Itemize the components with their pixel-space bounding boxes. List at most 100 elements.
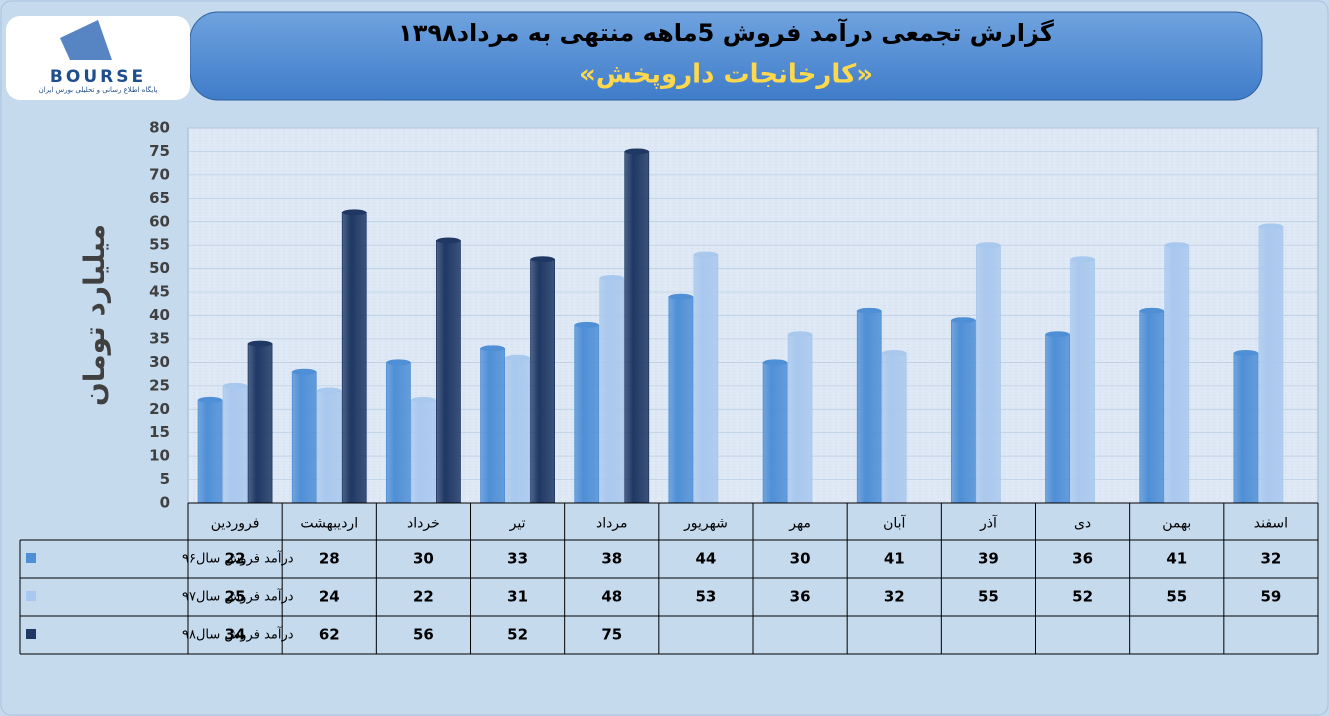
bar	[341, 211, 367, 504]
y-tick-label: 65	[149, 189, 170, 207]
table-value: 36	[1072, 550, 1093, 568]
bar-cap	[292, 368, 317, 375]
x-tick-label: آبان	[883, 515, 906, 532]
x-tick-label: دی	[1074, 516, 1091, 532]
bar-cap	[599, 275, 624, 281]
bar-cap	[317, 387, 342, 394]
table-value: 34	[225, 626, 246, 644]
bar	[1164, 244, 1190, 504]
bar-cap	[1070, 256, 1095, 263]
bar-cap	[1164, 242, 1189, 249]
y-tick-label: 75	[149, 142, 170, 160]
bar-cap	[530, 256, 555, 263]
table-value: 55	[1166, 588, 1187, 606]
bar	[411, 399, 436, 504]
logo-mark	[60, 20, 112, 60]
legend-label: درآمد فروش سال۹۷	[182, 588, 294, 605]
logo-name: BOURSE	[50, 67, 146, 87]
chart-subtitle: «کارخانجات داروپخش»	[579, 60, 873, 90]
x-tick-label: خرداد	[407, 516, 440, 532]
y-tick-label: 40	[149, 306, 170, 324]
bar	[668, 296, 694, 504]
bar-cap	[624, 148, 649, 155]
bar	[976, 244, 1001, 504]
y-tick-label: 20	[149, 400, 170, 418]
y-tick-label: 5	[160, 470, 170, 488]
y-tick-label: 60	[149, 212, 170, 230]
y-tick-label: 80	[149, 119, 170, 137]
table-value: 30	[413, 550, 434, 568]
x-tick-label: شهریور	[683, 516, 728, 532]
y-tick-label: 70	[149, 165, 170, 183]
legend-label: درآمد فروش سال۹۶	[182, 550, 294, 567]
bar-cap	[574, 321, 599, 328]
bar	[787, 333, 813, 504]
chart-title: گزارش تجمعی درآمد فروش 5ماهه منتهی به مر…	[398, 18, 1054, 47]
bar-cap	[976, 242, 1001, 249]
bar-cap	[763, 359, 788, 366]
bar-cap	[436, 237, 461, 244]
bar-cap	[505, 354, 530, 361]
bar-cap	[693, 251, 718, 258]
bar	[197, 399, 223, 504]
bar	[386, 361, 411, 504]
table-value: 52	[507, 626, 528, 644]
bar	[1070, 258, 1095, 504]
bar	[624, 151, 650, 504]
y-tick-label: 30	[149, 353, 170, 371]
bar-cap	[248, 340, 273, 347]
y-tick-label: 35	[149, 329, 170, 347]
y-tick-label: 25	[149, 376, 170, 394]
bar	[530, 258, 555, 504]
bar	[693, 254, 719, 504]
table-value: 62	[319, 626, 340, 644]
table-value: 59	[1260, 588, 1281, 606]
bar-cap	[951, 317, 976, 324]
bar-cap	[1139, 307, 1164, 314]
bar	[881, 352, 907, 504]
bar-cap	[342, 209, 367, 216]
legend-label: درآمد فروش سال۹۸	[182, 626, 294, 643]
bar-cap	[198, 396, 223, 403]
bar	[480, 347, 505, 504]
bar	[247, 343, 273, 504]
bar	[856, 310, 882, 504]
table-value: 22	[413, 588, 434, 606]
bar	[599, 277, 625, 504]
bar-cap	[788, 331, 813, 338]
bar-cap	[1258, 223, 1283, 230]
table-value: 33	[507, 550, 528, 568]
x-tick-label: اردیبهشت	[300, 516, 358, 532]
table-value: 44	[695, 550, 716, 568]
bar-cap	[386, 359, 411, 366]
x-tick-label: اسفند	[1254, 516, 1288, 532]
x-tick-label: بهمن	[1162, 516, 1191, 532]
bar	[951, 319, 976, 504]
bar-cap	[857, 307, 882, 314]
bar-cap	[668, 293, 693, 300]
bar	[505, 357, 530, 504]
bar-cap	[223, 382, 248, 389]
table-value: 25	[225, 588, 246, 606]
logo-tagline: پایگاه اطلاع رسانی و تحلیلی بورس ایران	[39, 85, 158, 94]
bar	[1139, 310, 1165, 504]
x-tick-label: فروردین	[211, 516, 260, 532]
bar	[316, 390, 342, 504]
bar-cap	[882, 350, 907, 356]
bar	[222, 385, 248, 504]
y-tick-label: 45	[149, 283, 170, 301]
table-value: 32	[884, 588, 905, 606]
table-value: 41	[1166, 550, 1187, 568]
bar-cap	[411, 396, 436, 403]
table-value: 32	[1260, 550, 1281, 568]
table-value: 38	[601, 550, 622, 568]
legend-swatch	[26, 591, 36, 601]
bar	[436, 240, 461, 504]
legend-swatch	[26, 553, 36, 563]
bar-cap	[1233, 350, 1258, 356]
table-value: 30	[790, 550, 811, 568]
table-value: 28	[319, 550, 340, 568]
x-tick-label: آذر	[979, 515, 998, 532]
